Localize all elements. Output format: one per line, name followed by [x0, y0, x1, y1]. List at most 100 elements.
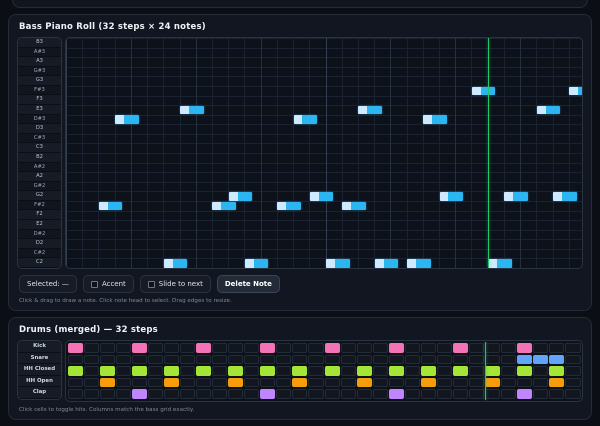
drum-cell[interactable] [292, 377, 308, 388]
piano-key-F3[interactable]: F3 [18, 95, 61, 106]
piano-grid-container[interactable] [65, 37, 583, 269]
drum-cell[interactable] [276, 366, 292, 376]
drum-cell[interactable] [565, 389, 581, 399]
drum-cell[interactable] [533, 354, 549, 365]
note-head[interactable] [471, 86, 481, 96]
drum-cell[interactable] [388, 389, 404, 399]
piano-key-F2[interactable]: F2 [18, 210, 61, 220]
piano-key-Csharp3[interactable]: C#3 [18, 133, 61, 144]
drum-cell[interactable] [453, 343, 469, 353]
drum-cell[interactable] [260, 366, 276, 376]
drum-grid[interactable] [67, 342, 581, 400]
drum-cell[interactable] [501, 377, 517, 388]
drum-cell[interactable] [485, 354, 501, 365]
drum-cell[interactable] [469, 389, 485, 399]
piano-key-E2[interactable]: E2 [18, 219, 61, 230]
drum-cell[interactable] [453, 366, 469, 376]
drum-cell[interactable] [565, 377, 581, 388]
piano-grid[interactable] [66, 38, 582, 268]
note-head[interactable] [244, 259, 254, 268]
note-head[interactable] [326, 259, 335, 268]
drum-cell[interactable] [388, 377, 404, 388]
piano-note[interactable] [423, 115, 447, 124]
drum-cell[interactable] [436, 343, 452, 353]
piano-note[interactable] [212, 201, 236, 211]
piano-key-Dsharp3[interactable]: D#3 [18, 114, 61, 125]
drum-cell[interactable] [147, 343, 163, 353]
piano-key-column[interactable]: B3 A#3 A3 G#3 G3 F#3 F3 E3 D#3 D3 C#3 C3 B2 A#2 A2 G#2 G… [17, 37, 62, 269]
drum-cell[interactable] [549, 377, 565, 388]
drum-cell[interactable] [533, 343, 549, 353]
drum-cell[interactable] [485, 343, 501, 353]
drum-cell[interactable] [565, 343, 581, 353]
drum-cell[interactable] [99, 377, 115, 388]
drum-cell[interactable] [67, 343, 83, 353]
note-head[interactable] [536, 105, 546, 115]
note-head[interactable] [163, 259, 173, 268]
drum-cell[interactable] [196, 389, 212, 399]
piano-note[interactable] [163, 259, 188, 268]
piano-note[interactable] [180, 105, 204, 115]
drum-cell[interactable] [453, 389, 469, 399]
note-head[interactable] [439, 191, 449, 201]
note-head[interactable] [358, 105, 368, 115]
drum-cell[interactable] [549, 389, 565, 399]
piano-note[interactable] [536, 105, 561, 115]
piano-note[interactable] [553, 191, 577, 201]
drum-cell[interactable] [549, 354, 565, 365]
piano-key-B2[interactable]: B2 [18, 152, 61, 163]
drum-cell[interactable] [115, 354, 131, 365]
drum-cell[interactable] [83, 389, 99, 399]
drum-cell[interactable] [340, 354, 356, 365]
drum-cell[interactable] [260, 377, 276, 388]
drum-cell[interactable] [565, 366, 581, 376]
slide-to-next-checkbox[interactable]: Slide to next [139, 275, 211, 293]
drum-cell[interactable] [549, 366, 565, 376]
drum-cell[interactable] [67, 366, 83, 376]
drum-cell[interactable] [436, 377, 452, 388]
drum-cell[interactable] [533, 377, 549, 388]
note-head[interactable] [309, 191, 319, 201]
drum-cell[interactable] [372, 354, 388, 365]
piano-key-Asharp2[interactable]: A#2 [18, 162, 61, 173]
drum-cell[interactable] [372, 377, 388, 388]
piano-key-D2[interactable]: D2 [18, 239, 61, 249]
drum-cell[interactable] [115, 343, 131, 353]
drum-cell[interactable] [404, 377, 420, 388]
drum-cell[interactable] [436, 366, 452, 376]
drum-cell[interactable] [565, 354, 581, 365]
note-head[interactable] [342, 201, 352, 211]
delete-note-button[interactable]: Delete Note [216, 275, 280, 293]
piano-key-Gsharp2[interactable]: G#2 [18, 181, 61, 192]
drum-cell[interactable] [276, 354, 292, 365]
drum-cell[interactable] [420, 377, 436, 388]
drum-cell[interactable] [404, 354, 420, 365]
drum-cell[interactable] [212, 389, 228, 399]
drum-cell[interactable] [517, 343, 533, 353]
drum-cell[interactable] [228, 366, 244, 376]
drum-cell[interactable] [308, 354, 324, 365]
drum-cell[interactable] [131, 377, 147, 388]
drum-cell[interactable] [163, 389, 179, 399]
drum-cell[interactable] [308, 389, 324, 399]
drum-cell[interactable] [244, 366, 260, 376]
drum-cell[interactable] [436, 389, 452, 399]
drum-cell[interactable] [324, 366, 340, 376]
drum-cell[interactable] [212, 343, 228, 353]
drum-cell[interactable] [67, 354, 83, 365]
drum-cell[interactable] [340, 343, 356, 353]
drum-cell[interactable] [372, 389, 388, 399]
drum-cell[interactable] [131, 389, 147, 399]
drum-cell[interactable] [115, 389, 131, 399]
drum-cell[interactable] [99, 389, 115, 399]
drum-cell[interactable] [501, 389, 517, 399]
drum-cell[interactable] [388, 366, 404, 376]
piano-key-Fsharp2[interactable]: F#2 [18, 200, 61, 211]
drum-cell[interactable] [147, 354, 163, 365]
piano-note[interactable] [293, 115, 318, 124]
drum-cell[interactable] [228, 343, 244, 353]
drum-cell[interactable] [212, 354, 228, 365]
drum-cell[interactable] [163, 343, 179, 353]
drum-cell[interactable] [324, 377, 340, 388]
drum-cell[interactable] [83, 354, 99, 365]
